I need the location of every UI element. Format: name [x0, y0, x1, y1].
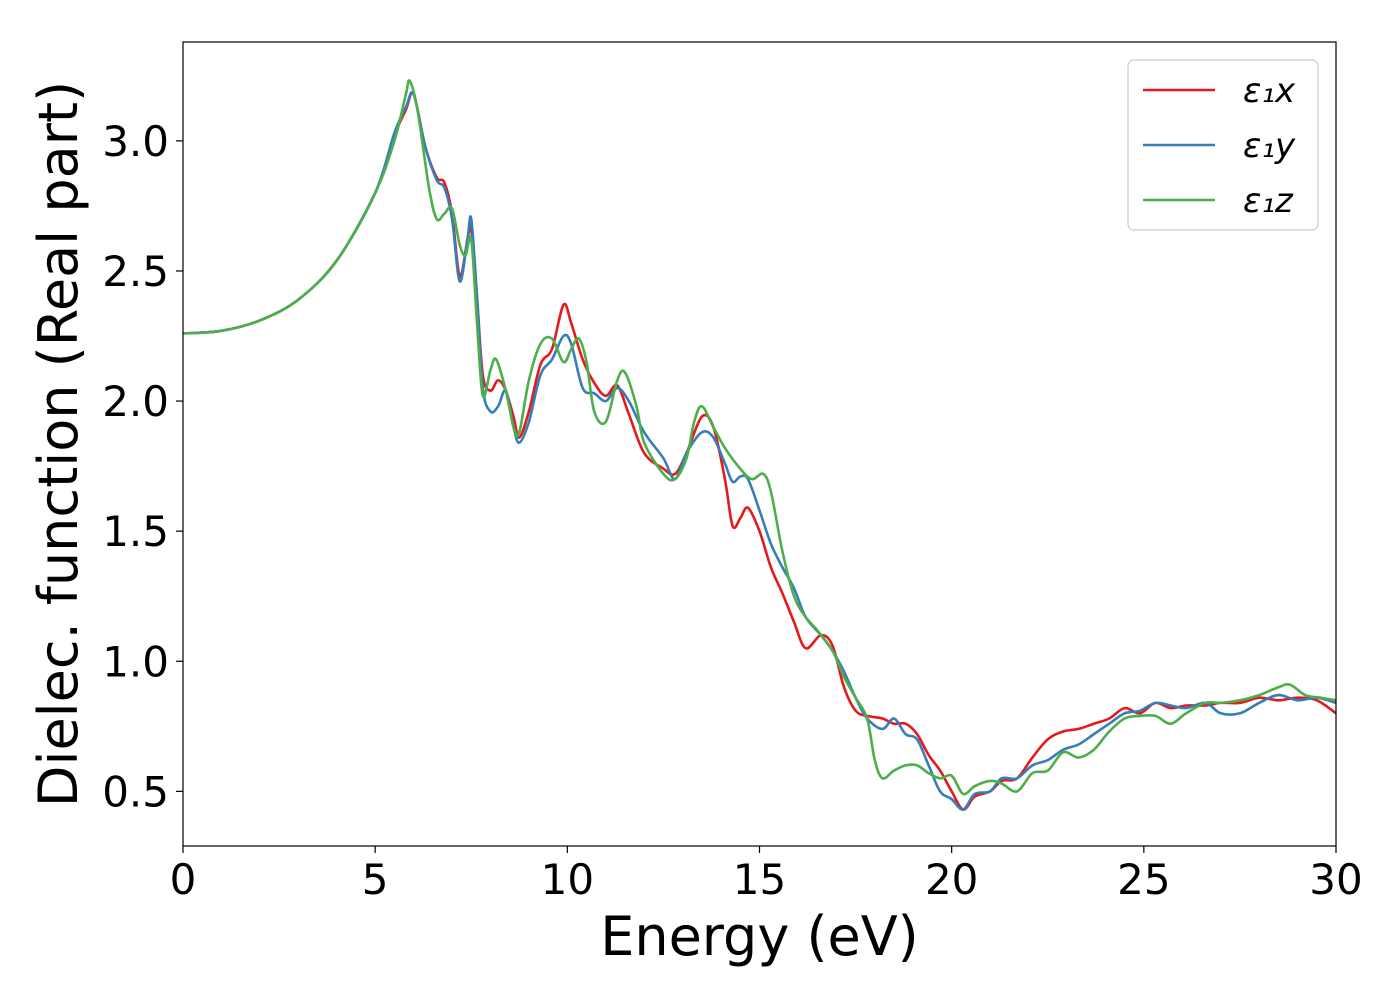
x-axis-label: Energy (eV)	[600, 905, 919, 968]
y-tick-label: 1.0	[102, 637, 169, 686]
x-tick-label: 15	[733, 855, 786, 904]
legend-box	[1127, 59, 1319, 231]
series-layer	[183, 79, 1336, 811]
legend-label-1: ε₁x	[1243, 71, 1296, 111]
series-line-3	[183, 79, 1336, 796]
x-axis: 0 5 10 15 20 25 30	[170, 846, 1363, 904]
legend-label-3: ε₁z	[1243, 181, 1294, 221]
legend-label-2: ε₁y	[1243, 126, 1296, 166]
x-tick-label: 25	[1117, 855, 1170, 904]
y-tick-label: 0.5	[102, 767, 169, 816]
x-tick-label: 0	[170, 855, 197, 904]
x-tick-label: 10	[541, 855, 594, 904]
y-axis-label: Dielec. function (Real part)	[27, 81, 90, 807]
x-tick-label: 5	[362, 855, 389, 904]
y-tick-label: 1.5	[102, 507, 169, 556]
y-axis: 0.5 1.0 1.5 2.0 2.5 3.0	[102, 117, 183, 816]
x-tick-label: 20	[925, 855, 978, 904]
y-tick-label: 2.0	[102, 377, 169, 426]
x-tick-label: 30	[1309, 855, 1362, 904]
y-tick-label: 3.0	[102, 117, 169, 166]
series-line-2	[183, 91, 1336, 811]
legend: ε₁x ε₁y ε₁z	[1127, 59, 1319, 231]
y-tick-label: 2.5	[102, 247, 169, 296]
